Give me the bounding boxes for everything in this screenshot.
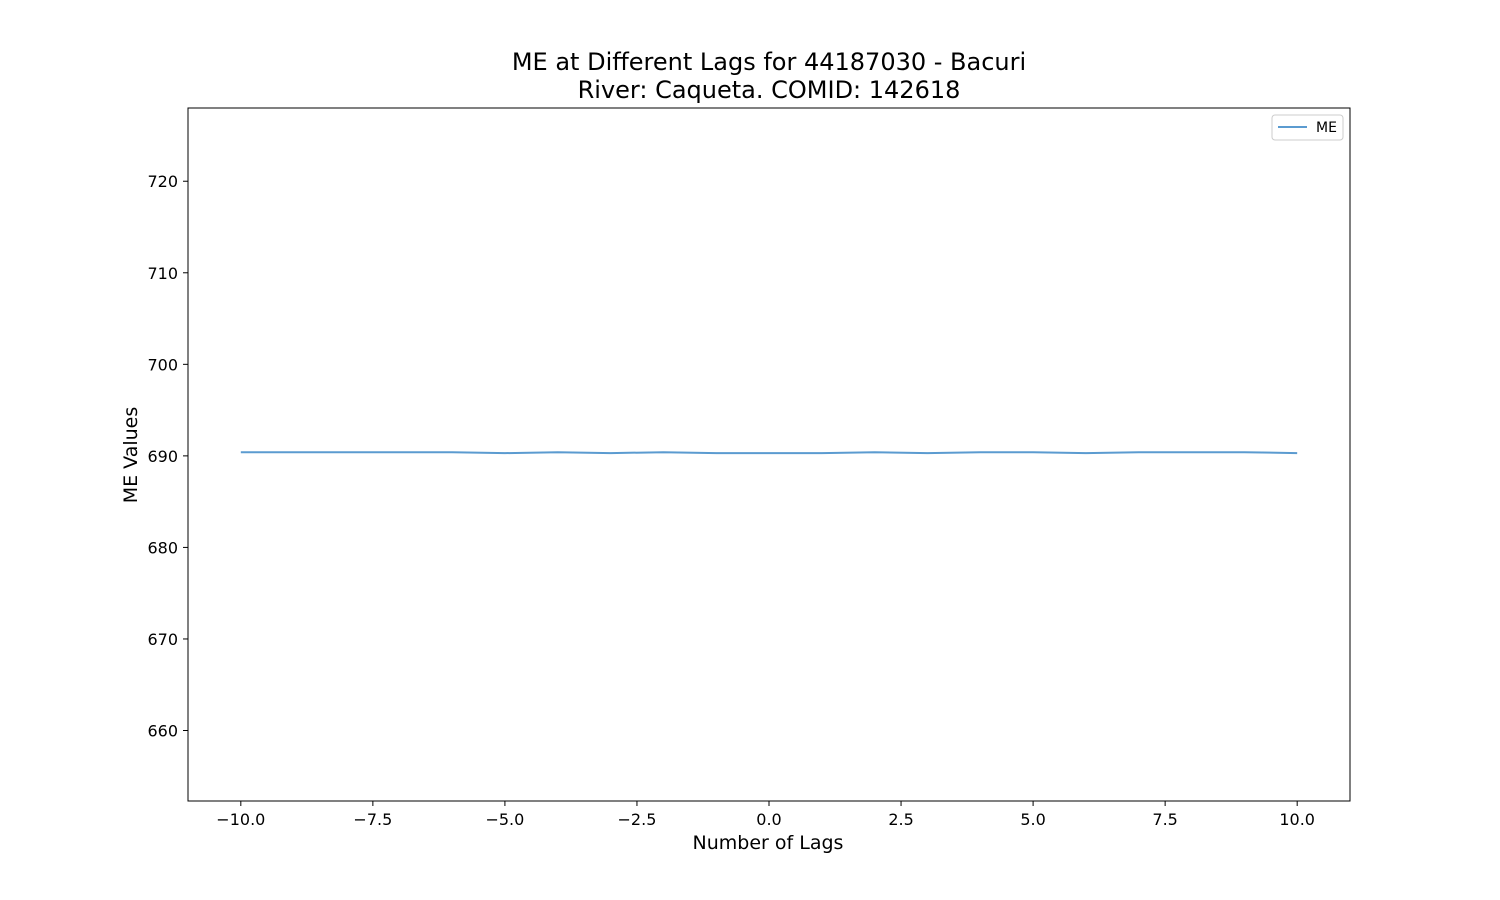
series-line-me: [240, 451, 1298, 455]
y-axis-label: ME Values: [120, 407, 142, 504]
x-tick-label: −5.0: [485, 810, 524, 829]
chart-title-line-2: River: Caqueta. COMID: 142618: [577, 76, 961, 104]
x-tick-label: 0.0: [756, 810, 781, 829]
series-lines: [240, 451, 1298, 455]
legend-box: [1271, 114, 1344, 141]
x-tick-label: −10.0: [216, 810, 265, 829]
x-tick-label: 7.5: [1152, 810, 1177, 829]
x-tick-label: 10.0: [1279, 810, 1315, 829]
legend-label-me: ME: [1316, 120, 1337, 136]
y-tick-label: 670: [147, 630, 178, 649]
x-tick-label: 5.0: [1020, 810, 1045, 829]
legend: ME: [1271, 114, 1344, 141]
x-tick-label: −7.5: [353, 810, 392, 829]
y-tick-label: 720: [147, 172, 178, 191]
x-axis-label: Number of Lags: [693, 832, 844, 854]
y-axis-ticks: 660 670 680 690 700 710 720: [147, 172, 188, 741]
x-tick-label: −2.5: [618, 810, 657, 829]
y-tick-label: 710: [147, 264, 178, 283]
y-tick-label: 680: [147, 538, 178, 557]
chart-title-line-1: ME at Different Lags for 44187030 - Bacu…: [511, 48, 1027, 76]
y-tick-label: 690: [147, 447, 178, 466]
plot-frame: [187, 107, 1351, 802]
y-tick-label: 660: [147, 722, 178, 741]
x-tick-label: 2.5: [888, 810, 913, 829]
y-tick-label: 700: [147, 355, 178, 374]
x-axis-ticks: −10.0 −7.5 −5.0 −2.5 0.0 2.5 5.0 7.5 10.0: [216, 801, 1315, 829]
